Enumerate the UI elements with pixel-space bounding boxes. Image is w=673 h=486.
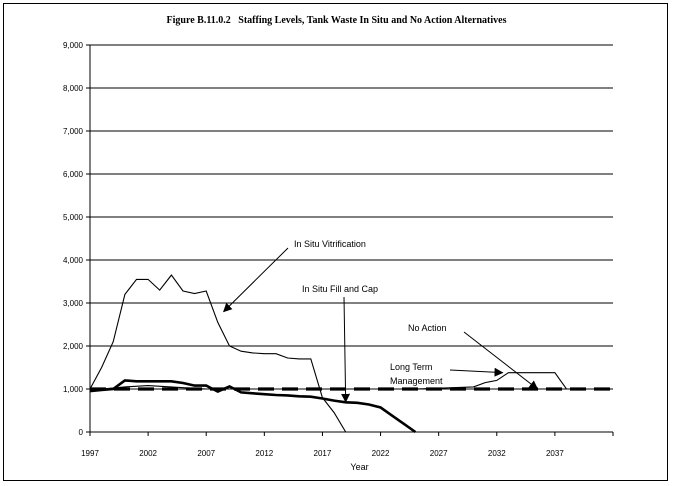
x-tick-label: 2007 [197,449,215,458]
y-tick-label: 3,000 [63,299,84,308]
annotation-arrow-in-situ-vitrification [223,247,289,313]
y-tick-label: 8,000 [63,84,84,93]
y-tick-label: 6,000 [63,170,84,179]
x-tick-label: 2037 [546,449,564,458]
annotation-in-situ-vitrification: In Situ Vitrification [294,239,366,249]
x-tick-label: 2022 [372,449,390,458]
y-tick-label: 7,000 [63,127,84,136]
x-tick-label: 2017 [314,449,332,458]
chart-title: Figure B.11.0.2 Staffing Levels, Tank Wa… [166,15,507,26]
x-tick-label: 2012 [255,449,273,458]
x-tick-label: 1997 [81,449,99,458]
annotation-arrow-no-action [463,331,539,390]
chart-frame: Figure B.11.0.2 Staffing Levels, Tank Wa… [3,3,668,481]
series-line-no-action [90,372,613,390]
series-line-in-situ-fill-and-cap [89,379,417,434]
x-tick-label: 2032 [488,449,506,458]
y-tick-label: 4,000 [63,256,84,265]
x-tick-label: 2002 [139,449,157,458]
y-tick-label: 9,000 [63,41,84,50]
annotation-long-term-management: Long Term Management [390,362,443,386]
annotation-in-situ-fill-and-cap: In Situ Fill and Cap [302,284,378,294]
annotation-no-action: No Action [408,323,447,333]
y-tick-label: 1,000 [63,385,84,394]
y-tick-label: 2,000 [63,342,84,351]
annotation-arrow-in-situ-fill-and-cap [341,296,351,403]
series-line-in-situ-vitrification [89,274,347,433]
x-axis-label: Year [350,462,368,472]
annotation-arrow-long-term-management [449,367,504,377]
staffing-chart: 0 1,000 2,000 3,000 4,000 5,000 6,000 7,000 8,00… [63,41,614,472]
y-tick-label: 0 [79,428,84,437]
x-tick-label: 2027 [430,449,448,458]
y-tick-label: 5,000 [63,213,84,222]
